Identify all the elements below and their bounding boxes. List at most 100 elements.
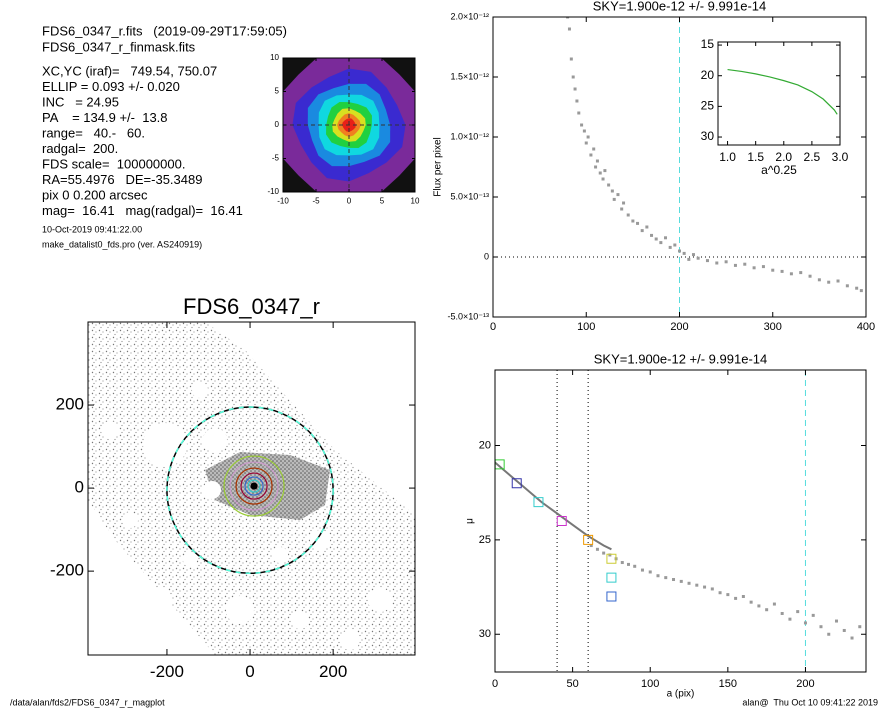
point	[620, 207, 624, 211]
x-tick-label: 200	[319, 662, 347, 681]
info-block: FDS6_0347_r.fits (2019-09-29T17:59:05)FD…	[42, 23, 287, 249]
y-tick-label: 1.0×10⁻¹²	[450, 131, 489, 141]
point	[715, 261, 719, 265]
profile-marker	[606, 553, 617, 564]
iso-ellipse	[244, 476, 264, 496]
panel: -10 -5 0 5 10 -10 -5 0 5 10	[267, 53, 420, 205]
mask	[226, 596, 254, 624]
x-tick-label: 1.0	[719, 150, 736, 164]
x-tick-label: 5	[380, 196, 385, 205]
chart-title: SKY=1.900e-12 +/- 9.991e-14	[593, 0, 766, 13]
point	[672, 578, 676, 582]
info-line: XC,YC (iraf)= 749.54, 750.07	[42, 63, 217, 78]
point	[640, 568, 644, 572]
point	[752, 266, 756, 270]
panel: 0 50 100 150 200 20 25 30 SKY=1.900e-12 +/- 9.99…	[465, 351, 867, 700]
point	[608, 553, 612, 557]
mask	[291, 611, 309, 629]
info-line: FDS scale= 100000000.	[42, 156, 185, 171]
point	[569, 57, 573, 61]
mask	[272, 547, 288, 563]
radgal-circle-dash	[166, 406, 334, 575]
point	[695, 583, 699, 587]
point	[616, 193, 620, 197]
stamp-line: make_datalist0_fds.pro (ver. AS240919)	[42, 239, 202, 249]
x-tick-label: -10	[277, 196, 289, 205]
footer-right: alan@ Thu Oct 10 09:41:22 2019	[742, 697, 878, 707]
point	[734, 596, 738, 600]
point	[633, 564, 637, 568]
x-tick-label: 2.0	[775, 150, 792, 164]
mask	[368, 588, 392, 612]
x-tick-label: 100	[577, 321, 595, 333]
info-line: range= 40.- 60.	[42, 125, 145, 140]
info-line: ELLIP = 0.093 +/- 0.020	[42, 79, 180, 94]
point	[601, 177, 605, 181]
mask	[203, 428, 227, 452]
profile-marker	[533, 497, 544, 508]
panel: 0 100 200 300 400-5.0×10⁻¹³05.0×10⁻¹³1.0×10⁻…	[433, 0, 876, 333]
point	[808, 274, 812, 278]
point	[733, 263, 737, 267]
mask	[101, 421, 119, 439]
y-tick-label: -5	[272, 154, 280, 163]
inset-bg	[718, 42, 840, 145]
plot-area	[718, 42, 840, 145]
point	[620, 561, 624, 565]
iso-ellipse	[247, 479, 261, 493]
point	[622, 201, 626, 205]
x-axis-label: a^0.25	[761, 163, 797, 177]
point	[566, 17, 570, 19]
fit-line	[495, 461, 612, 551]
point	[631, 219, 635, 223]
point	[827, 280, 831, 284]
point	[799, 271, 803, 275]
point	[607, 183, 611, 187]
y-tick-label: 20	[479, 439, 491, 451]
point	[650, 233, 654, 237]
x-tick-label: 50	[566, 678, 578, 690]
x-tick-label: -200	[150, 662, 184, 681]
point	[803, 621, 807, 625]
info-line: FDS6_0347_r_finmask.fits	[42, 39, 196, 54]
point	[859, 289, 863, 293]
point	[582, 129, 586, 133]
info-line: RA=55.4976 DE=-35.3489	[42, 172, 202, 187]
point	[771, 268, 775, 272]
point	[724, 260, 728, 264]
info-line: mag= 16.41 mag(radgal)= 16.41	[42, 203, 243, 218]
point	[592, 147, 596, 151]
point	[648, 570, 652, 574]
profile-marker	[556, 516, 567, 526]
y-axis-label: Flux per pixel	[433, 137, 444, 196]
y-tick-label: 200	[56, 395, 84, 414]
point	[577, 111, 581, 115]
y-tick-label: 0	[75, 478, 84, 497]
point	[586, 135, 590, 139]
x-tick-label: 2.5	[804, 150, 821, 164]
mask	[122, 512, 138, 528]
iso-ellipse	[229, 461, 279, 511]
x-tick-label: 10	[411, 196, 420, 205]
point	[743, 262, 747, 266]
x-tick-label: -5	[312, 196, 320, 205]
frame	[717, 41, 841, 146]
point	[718, 591, 722, 595]
point	[772, 602, 776, 606]
info-line: pix 0 0.200 arcsec	[42, 187, 148, 202]
plot-area	[283, 58, 415, 192]
point	[603, 169, 607, 173]
point	[595, 547, 599, 551]
panel: 1.0 1.5 2.0 2.5 3.0 15 20 25 30 a^0.25	[701, 37, 849, 177]
mask	[148, 588, 172, 612]
x-tick-label: 400	[857, 321, 875, 333]
point	[571, 75, 575, 79]
point	[845, 284, 849, 288]
point	[664, 236, 668, 240]
x-tick-label: 150	[719, 678, 737, 690]
point	[612, 197, 616, 201]
footer-left: /data/alan/fds2/FDS6_0347_r_magplot	[10, 697, 165, 707]
point	[850, 636, 854, 640]
point	[656, 574, 660, 578]
